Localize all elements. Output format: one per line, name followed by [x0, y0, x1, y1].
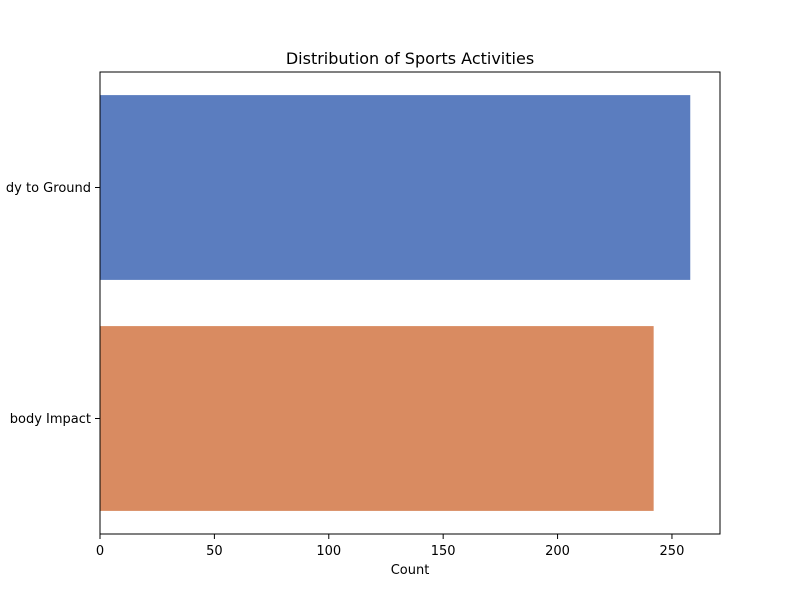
x-tick-label-2: 100: [316, 544, 341, 559]
y-tick-label-1: body Impact: [10, 412, 91, 427]
chart-title: Distribution of Sports Activities: [286, 49, 534, 68]
x-tick-label-1: 50: [206, 544, 223, 559]
bar-0: [100, 95, 691, 280]
x-tick-label-4: 200: [545, 544, 570, 559]
bars-group: [100, 95, 691, 511]
plot-frame: [99, 71, 721, 535]
y-tick-label-0: dy to Ground: [6, 181, 91, 196]
x-tick-label-0: 0: [96, 544, 104, 559]
x-tick-label-3: 150: [431, 544, 456, 559]
y-axis: dy to Ground body Impact: [6, 181, 100, 427]
x-axis: 0 50 100 150 200 250: [96, 534, 685, 559]
bar-1: [100, 326, 654, 511]
x-axis-label: Count: [391, 563, 430, 578]
x-tick-label-5: 250: [660, 544, 685, 559]
